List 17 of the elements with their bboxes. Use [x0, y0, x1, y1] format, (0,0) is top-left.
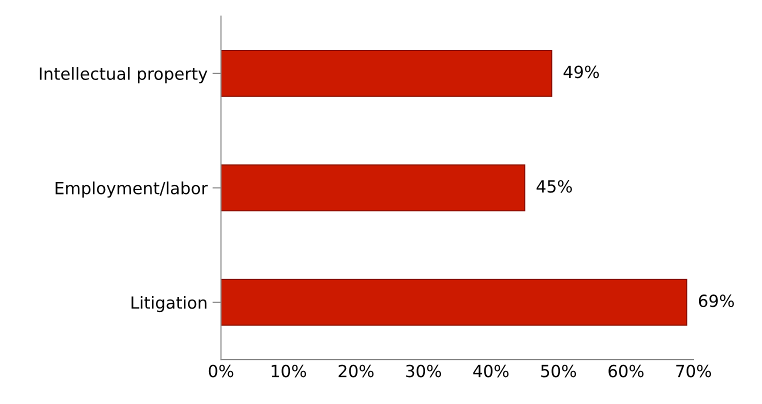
y-tick-label: Litigation — [132, 296, 206, 312]
bar — [220, 278, 688, 326]
y-tick-label: Employment/labor — [56, 182, 208, 198]
x-tick-label: 70% — [676, 364, 712, 378]
x-tick-label: 40% — [473, 364, 509, 378]
x-tick-label: 30% — [406, 364, 442, 378]
x-tick-label: 60% — [608, 364, 644, 378]
data-label: 69% — [698, 294, 734, 308]
bar — [220, 50, 552, 97]
x-tick-label: 50% — [541, 364, 576, 378]
bar — [220, 164, 526, 212]
x-tick-label: 20% — [338, 364, 374, 378]
data-label: 49% — [564, 66, 599, 78]
y-tick-label: Intellectual property — [40, 67, 208, 84]
x-tick-label: 0% — [208, 364, 234, 378]
data-label: 45% — [536, 180, 572, 193]
x-tick-label: 10% — [272, 364, 306, 378]
